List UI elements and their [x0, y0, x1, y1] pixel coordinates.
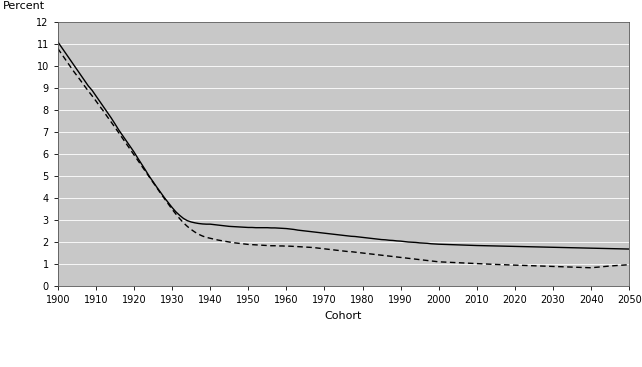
- Leimer (1994): [625, 262, 633, 267]
- Present Analysis: [160, 196, 168, 200]
- Present Analysis: [210, 222, 218, 227]
- Leimer (1994): [248, 243, 256, 247]
- Line: Leimer (1994): Leimer (1994): [58, 48, 629, 268]
- Leimer (1994): [160, 196, 168, 201]
- Present Analysis: [149, 179, 157, 184]
- Leimer (1994): [149, 180, 157, 185]
- Present Analysis: [549, 245, 557, 250]
- Present Analysis: [298, 228, 306, 233]
- Leimer (1994): [54, 46, 62, 51]
- Leimer (1994): [298, 245, 306, 249]
- Present Analysis: [625, 247, 633, 251]
- Present Analysis: [54, 40, 62, 44]
- X-axis label: Cohort: Cohort: [325, 311, 362, 321]
- Present Analysis: [248, 225, 256, 230]
- Leimer (1994): [587, 266, 595, 270]
- Y-axis label: Percent: Percent: [3, 1, 44, 11]
- Line: Present Analysis: Present Analysis: [58, 42, 629, 249]
- Leimer (1994): [549, 264, 557, 269]
- Leimer (1994): [210, 237, 218, 241]
